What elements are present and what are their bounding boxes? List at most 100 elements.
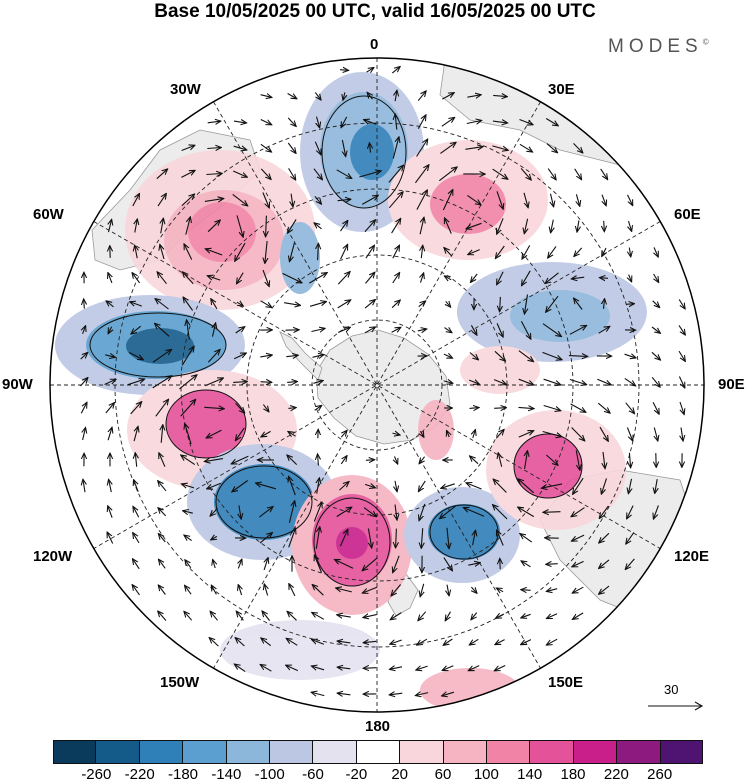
wind-vector-arrow [207, 121, 221, 123]
wind-vector-arrow [184, 612, 193, 621]
wind-vector-arrow [314, 195, 321, 203]
wind-vector-arrow [524, 218, 527, 233]
wind-vector-arrow [391, 612, 402, 620]
wind-vector-arrow [364, 484, 375, 487]
wind-vector-arrow [546, 295, 559, 312]
wind-vector-arrow [235, 242, 246, 261]
wind-vector-arrow [80, 403, 86, 414]
wind-vector-arrow [525, 294, 528, 314]
wind-vector-arrow [441, 483, 455, 488]
wind-vector-arrow [496, 323, 503, 336]
wind-vector-arrow [464, 508, 485, 517]
wind-vector-arrow [604, 220, 605, 231]
wind-vector-arrow [184, 244, 193, 260]
wind-vector-arrow [233, 382, 247, 383]
wind-vector-arrow [131, 325, 142, 334]
wind-vector-arrow [568, 356, 587, 357]
wind-vector-arrow [264, 585, 267, 596]
wind-vector-arrow [626, 558, 635, 569]
wind-vector-arrow [185, 424, 192, 445]
label-lon-90w: 90W [2, 376, 33, 393]
wind-vector-arrow [494, 350, 505, 360]
wind-vector-arrow [236, 302, 243, 306]
wind-vector-arrow [493, 505, 508, 520]
wind-vector-arrow [237, 612, 244, 621]
wind-vector-arrow [287, 455, 298, 465]
wind-vector-arrow [495, 430, 503, 439]
wind-vector-arrow [313, 168, 322, 180]
colorbar-swatch [270, 740, 314, 764]
wind-vector-arrow [678, 325, 685, 334]
wind-vector-arrow [132, 273, 141, 284]
wind-vector-arrow [159, 586, 166, 595]
wind-vector-arrow [498, 453, 501, 467]
wind-vector-arrow [391, 219, 401, 234]
wind-vector-arrow [341, 116, 348, 127]
label-lon-60w: 60W [33, 206, 64, 223]
wind-vector-arrow [445, 218, 452, 234]
wind-vector-arrow [446, 301, 451, 306]
wind-vector-arrow [629, 452, 630, 467]
wind-vector-arrow [523, 192, 528, 207]
colorbar-swatch [400, 740, 444, 764]
wind-vector-arrow [417, 115, 425, 129]
wind-vector-arrow [625, 402, 634, 413]
wind-vector-arrow [108, 506, 113, 518]
wind-vector-arrow [518, 431, 533, 438]
wind-vector-arrow [519, 143, 532, 151]
wind-vector-arrow [492, 145, 507, 150]
wind-vector-arrow [520, 534, 533, 543]
wind-vector-arrow [447, 584, 449, 596]
wind-vector-arrow [467, 194, 480, 204]
wind-vector-arrow [446, 611, 451, 621]
wind-vector-arrow [184, 535, 192, 542]
wind-vector-arrow [339, 70, 348, 71]
wind-vector-arrow [204, 378, 223, 387]
wind-vector-arrow [599, 426, 608, 441]
wind-vector-arrow [651, 351, 660, 359]
wind-vector-arrow [444, 638, 453, 645]
wind-vector-arrow [599, 559, 610, 568]
wind-vector-arrow [600, 168, 608, 179]
wind-vector-arrow [626, 427, 632, 441]
colorbar-swatch [313, 740, 357, 764]
wind-vector-arrow [547, 613, 558, 619]
colorbar-tick-label: 260 [647, 766, 673, 783]
wind-vector-arrow [288, 219, 297, 232]
wind-vector-arrow [309, 273, 326, 284]
wind-vector-arrow [391, 67, 399, 74]
wind-vector-arrow [318, 244, 319, 261]
wind-vector-arrow [548, 246, 557, 257]
wind-vector-arrow [495, 665, 506, 671]
wind-vectors [80, 67, 686, 696]
label-lon-150e: 150E [548, 674, 584, 691]
wind-vector-arrow [265, 241, 267, 263]
label-lon-90e: 90E [718, 376, 745, 393]
wind-vector-arrow [309, 302, 326, 307]
colorbar [53, 740, 704, 764]
wind-vector-arrow [416, 140, 428, 157]
colorbar-swatch [96, 740, 140, 764]
logo-copyright-mark: © [702, 37, 709, 47]
wind-vector-arrow [183, 511, 193, 513]
wind-vector-arrow [573, 477, 584, 494]
wind-vector-arrow [627, 194, 633, 205]
colorbar-tick-label: 180 [560, 766, 586, 783]
wind-vector-arrow [260, 119, 271, 125]
wind-vector-arrow [232, 170, 247, 177]
wind-vector-arrow [312, 640, 325, 645]
wind-vector-arrow [392, 273, 400, 284]
wind-vector-arrow [290, 242, 295, 261]
wind-vector-arrow [160, 245, 165, 260]
wind-vector-arrow [576, 194, 579, 205]
wind-vector-arrow [417, 91, 426, 102]
wind-vector-arrow [364, 615, 377, 618]
wind-vector-arrow [602, 194, 606, 206]
antarctic-peninsula-land [279, 331, 323, 381]
wind-vector-arrow [392, 246, 399, 259]
wind-vector-arrow [603, 451, 605, 468]
wind-vector-arrow [287, 93, 297, 99]
wind-vector-arrow [336, 169, 352, 178]
wind-vector-arrow [573, 612, 584, 619]
wind-vector-arrow [364, 668, 377, 669]
